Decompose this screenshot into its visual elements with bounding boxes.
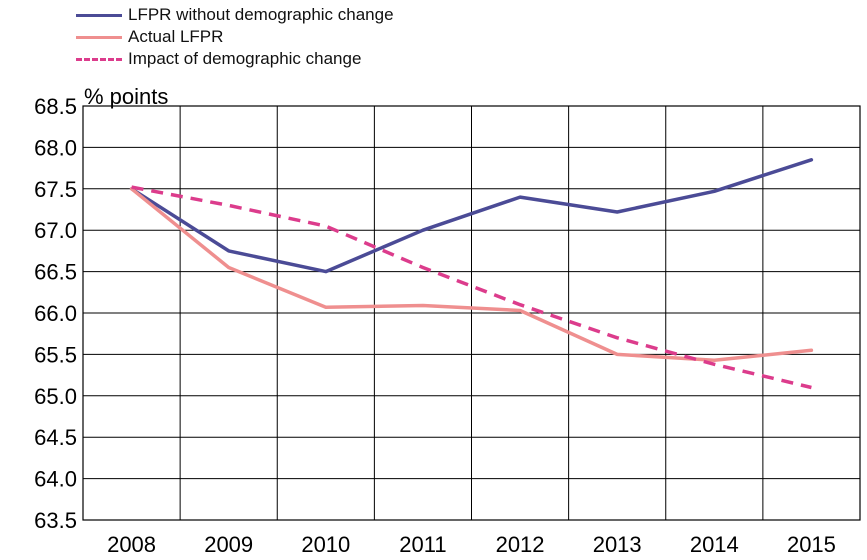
- chart-legend: LFPR without demographic change Actual L…: [76, 4, 394, 70]
- y-tick-label: 67.0: [34, 218, 77, 243]
- y-tick-label: 65.0: [34, 384, 77, 409]
- x-tick-label: 2010: [301, 532, 350, 557]
- legend-label-actual-lfpr: Actual LFPR: [128, 27, 224, 46]
- legend-item-actual-lfpr: Actual LFPR: [76, 26, 394, 48]
- y-axis-unit-label: % points: [84, 84, 168, 109]
- y-tick-label: 68.5: [34, 94, 77, 119]
- y-tick-label: 65.5: [34, 342, 77, 367]
- x-tick-label: 2015: [787, 532, 836, 557]
- legend-label-lfpr-without: LFPR without demographic change: [128, 5, 394, 24]
- y-axis-tick-labels: 68.5 68.0 67.5 67.0 66.5 66.0 65.5 65.0 64.5 64.0…: [34, 94, 77, 533]
- grid-lines: [83, 106, 860, 520]
- series-line-1: [129, 187, 814, 362]
- x-tick-label: 2009: [204, 532, 253, 557]
- legend-item-impact: Impact of demographic change: [76, 48, 394, 70]
- series-line-0: [129, 158, 814, 274]
- y-tick-label: 67.5: [34, 177, 77, 202]
- legend-swatch-impact: [76, 57, 122, 61]
- y-tick-label: 64.0: [34, 467, 77, 492]
- x-tick-label: 2012: [496, 532, 545, 557]
- x-tick-label: 2008: [107, 532, 156, 557]
- legend-swatch-actual-lfpr: [76, 35, 122, 39]
- x-tick-label: 2011: [399, 532, 446, 557]
- legend-item-lfpr-without: LFPR without demographic change: [76, 4, 394, 26]
- x-axis-tick-labels: 2008 2009 2010 2011 2012 2013 2014 2015: [107, 532, 836, 557]
- series-lines: [129, 158, 814, 390]
- x-tick-label: 2014: [690, 532, 739, 557]
- legend-label-impact: Impact of demographic change: [128, 49, 362, 68]
- y-tick-label: 66.5: [34, 260, 77, 285]
- y-tick-label: 63.5: [34, 508, 77, 533]
- x-tick-label: 2013: [593, 532, 642, 557]
- legend-swatch-lfpr-without: [76, 13, 122, 17]
- y-tick-label: 64.5: [34, 425, 77, 450]
- y-tick-label: 66.0: [34, 301, 77, 326]
- y-tick-label: 68.0: [34, 135, 77, 160]
